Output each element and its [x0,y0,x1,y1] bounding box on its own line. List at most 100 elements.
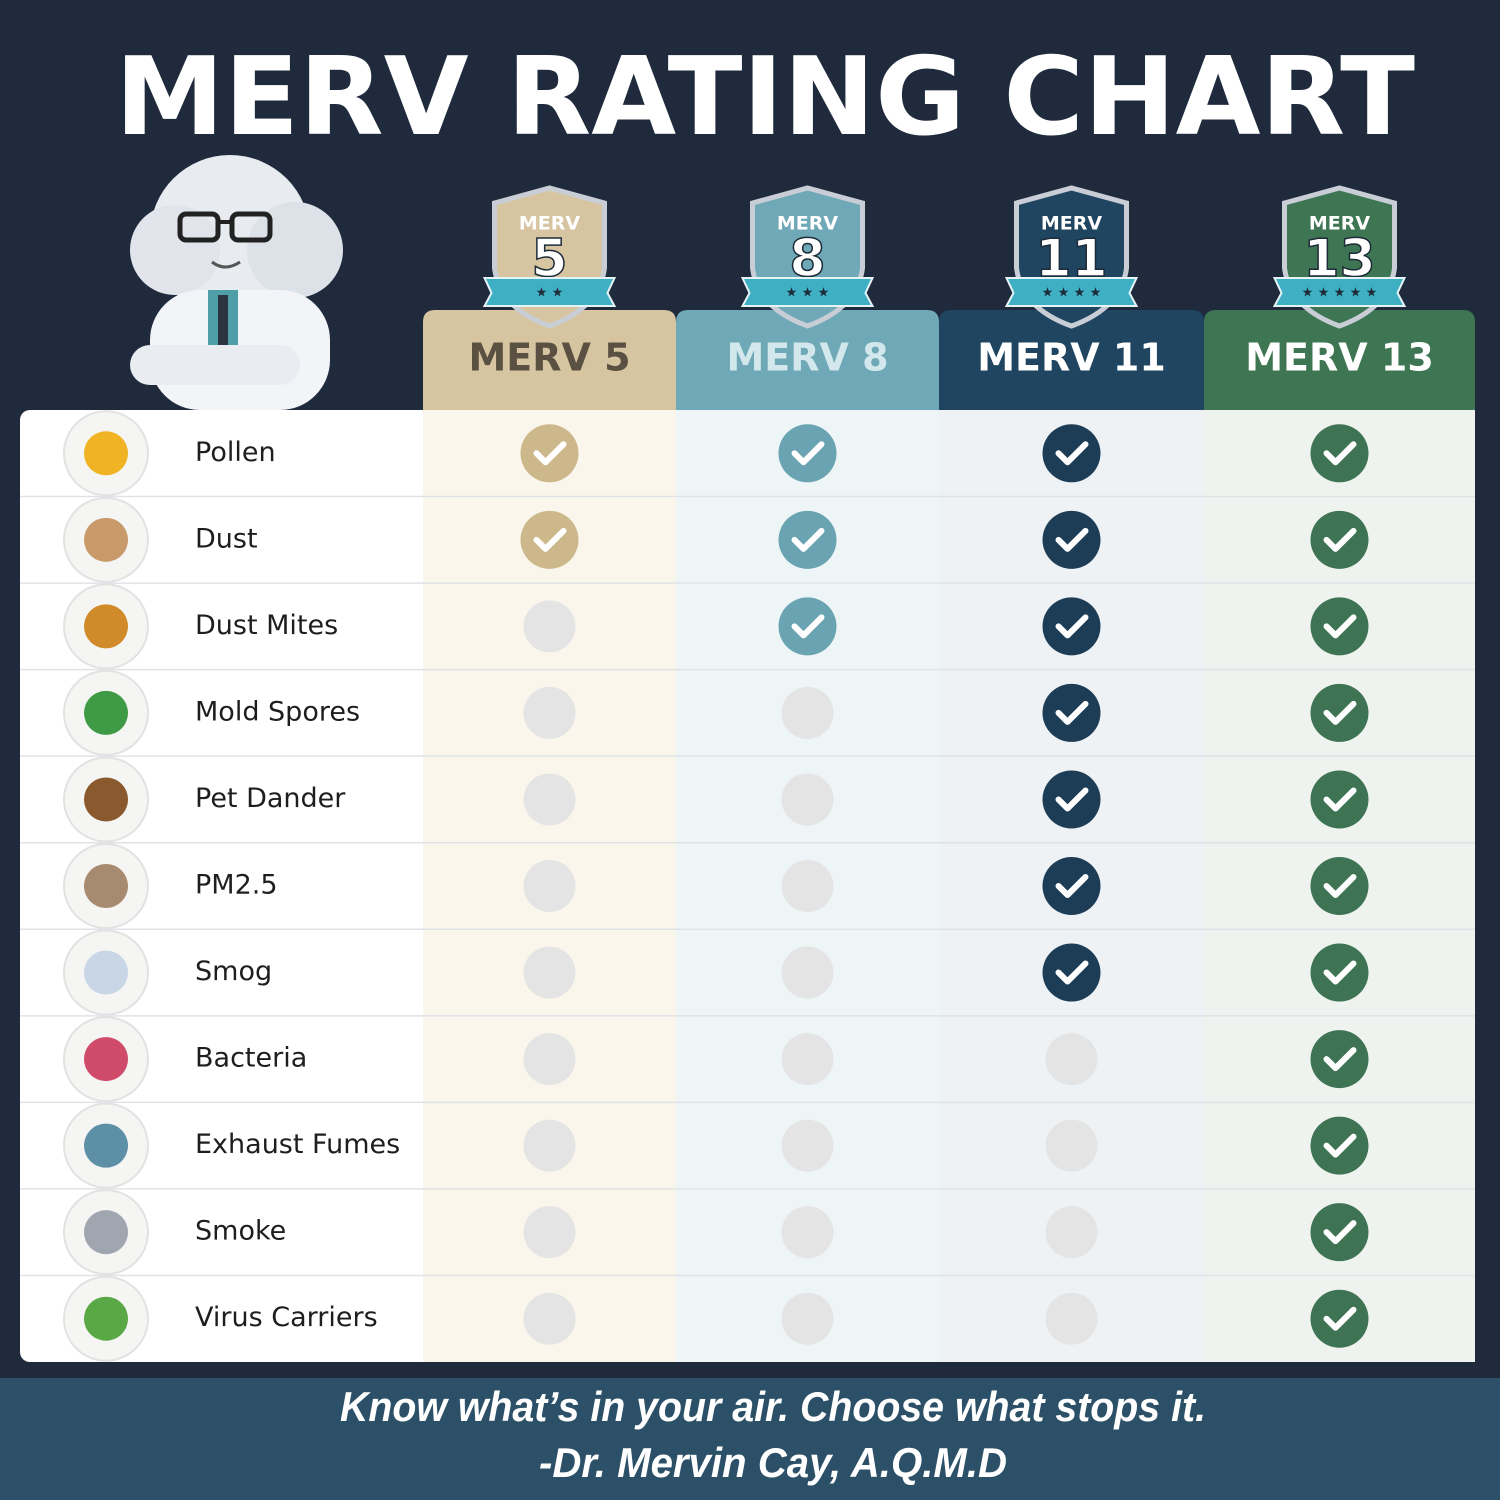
column-header [1204,310,1475,410]
check-tick [1323,1220,1357,1245]
mascot [130,155,343,410]
badge-star: ★ [1366,286,1378,301]
empty-mark [1045,1206,1098,1259]
empty-mark [523,1292,576,1345]
badge-label: MERV [777,213,839,235]
row-icon-detail [84,1210,128,1255]
check-tick [791,527,825,552]
check-mark [520,510,579,569]
check-tick [533,441,567,466]
check-mark [1310,597,1369,656]
check-tick [1323,441,1357,466]
empty-mark [781,1033,834,1086]
row-label: Smoke [195,1216,286,1247]
row-icon-detail [84,1296,128,1341]
badge-ribbon [1272,277,1407,307]
badge-ribbon [482,277,617,307]
check-mark [520,424,579,483]
column-header-label: MERV 8 [726,336,888,380]
empty-mark [523,600,576,653]
badge-ribbon [1004,277,1139,307]
empty-mark [781,1292,834,1345]
check-mark [1310,1030,1369,1089]
badge-star: ★ [1074,286,1086,301]
row-icon-detail [84,1037,128,1082]
row-icon-detail [84,431,128,476]
check-mark [1042,857,1101,915]
column-header [423,310,676,410]
empty-mark [1045,1292,1098,1345]
row-label: Pet Dander [195,783,346,814]
badge-star: ★ [1302,286,1314,301]
badge-star: ★ [536,286,548,301]
empty-mark [1045,1119,1098,1172]
row-label: Bacteria [195,1043,307,1074]
empty-mark [523,1206,576,1259]
row-label: Mold Spores [195,696,360,727]
column-header [939,310,1204,410]
column-header [676,310,939,410]
row-icon-detail [84,950,128,995]
check-tick [1323,1133,1357,1158]
check-mark [1310,1289,1369,1348]
row-icon-detail [84,690,128,735]
footer-quote: Know what’s in your air. Choose what sto… [340,1383,1206,1430]
badge-star: ★ [1058,286,1070,301]
check-mark [1310,510,1369,569]
empty-mark [781,946,834,999]
check-tick [1323,874,1357,898]
check-tick [1055,960,1089,985]
check-tick [791,441,825,466]
empty-mark [523,946,576,999]
check-tick [1055,614,1089,639]
empty-mark [781,1119,834,1172]
empty-mark [781,773,834,826]
title: MERV RATING CHART [115,35,1415,160]
check-tick [1055,700,1089,725]
check-tick [1055,527,1089,552]
badge-ribbon [740,277,875,307]
empty-mark [781,1206,834,1259]
badge-star: ★ [552,286,564,301]
row-icon-detail [84,864,128,908]
check-tick [1323,1047,1357,1072]
check-mark [1042,943,1101,1002]
column-header-label: MERV 5 [468,336,630,380]
column-header-label: MERV 11 [977,336,1166,380]
badge-label: MERV [1041,213,1103,235]
row-label: Pollen [195,437,276,468]
check-tick [1323,527,1357,552]
row-icon-detail [84,1123,128,1168]
check-tick [1323,1306,1357,1331]
check-tick [1323,787,1357,812]
check-tick [1055,441,1089,466]
check-mark [1042,424,1101,483]
row-label: Dust [195,523,258,554]
empty-mark [1045,1033,1098,1086]
check-mark [1042,597,1101,656]
check-mark [1310,1116,1369,1175]
badge-label: MERV [1309,213,1371,235]
row-icon-detail [84,777,128,822]
row-icon-detail [84,517,128,562]
empty-mark [781,860,834,912]
badge-star: ★ [786,286,798,301]
check-mark [1042,683,1101,742]
badge-star: ★ [1318,286,1330,301]
footer-attribution: -Dr. Mervin Cay, A.Q.M.D [539,1439,1007,1487]
badge-label: MERV [519,213,581,235]
empty-mark [523,1119,576,1172]
empty-mark [523,773,576,826]
check-tick [1055,874,1089,898]
empty-mark [523,686,576,739]
check-mark [778,424,837,483]
check-tick [1323,700,1357,725]
empty-mark [781,686,834,739]
column-header-label: MERV 13 [1245,336,1434,380]
footer-band [0,1378,1500,1500]
row-label: Virus Carriers [195,1302,378,1333]
row-label: PM2.5 [195,870,278,901]
